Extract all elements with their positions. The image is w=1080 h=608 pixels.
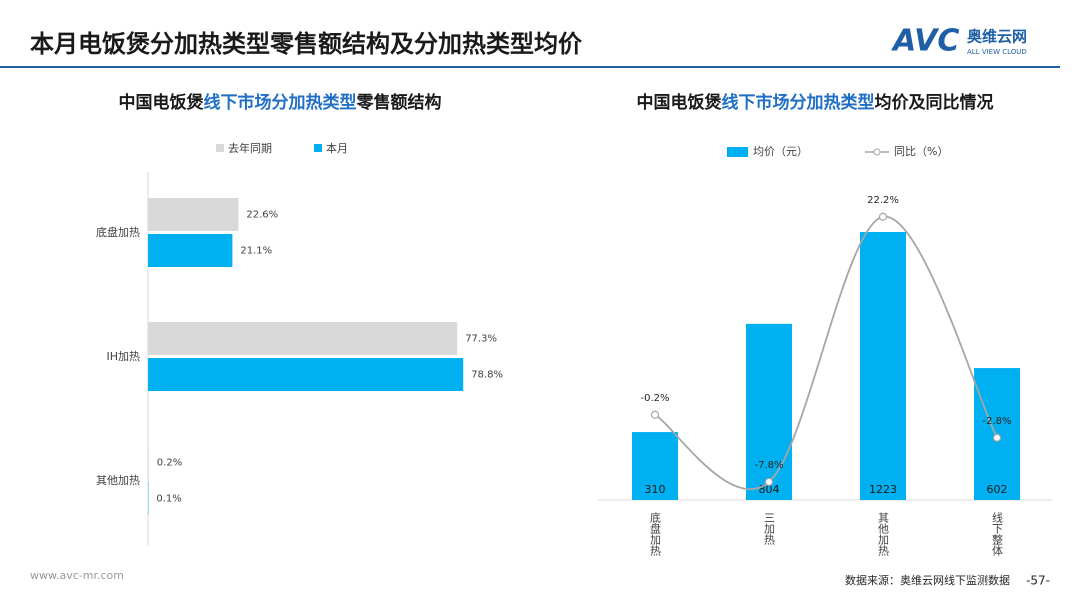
footer-source: 数据来源：奥维云网线下监测数据 (845, 573, 1010, 587)
category-label: 线下整体 (991, 511, 1004, 556)
chart-title-part: 线下市场分加热类型 (204, 92, 357, 113)
value-label: 1223 (869, 483, 897, 496)
legend-label: 均价（元） (753, 145, 808, 158)
bar (148, 198, 239, 231)
bar (148, 234, 233, 267)
category-label: 其他加热 (877, 512, 890, 557)
line-marker (992, 433, 1002, 442)
legend-label: 同比（%） (894, 145, 948, 158)
chart-title-part: 中国电饭煲 (637, 92, 723, 113)
slide-title: 本月电饭煲分加热类型零售额结构及分加热类型均价 (30, 30, 583, 58)
bar (860, 232, 906, 500)
legend-swatch (314, 144, 322, 152)
value-label: -7.8% (754, 460, 783, 471)
bar (746, 323, 792, 500)
logo-mark: AVC (891, 24, 959, 59)
bar (148, 446, 149, 479)
page-number: -57- (1026, 574, 1050, 588)
value-label: 310 (645, 483, 666, 496)
chart-title: 中国电饭煲线下市场分加热类型均价及同比情况 (637, 92, 994, 113)
bar (148, 358, 464, 391)
value-label: -0.2% (640, 393, 669, 404)
category-label: 三加热 (763, 512, 776, 546)
value-label: 0.2% (157, 458, 182, 469)
line (654, 215, 998, 491)
line-marker (650, 410, 660, 419)
value-label: 21.1% (240, 246, 272, 257)
category-label: 其他加热 (96, 474, 140, 487)
footer-website: www.avc-mr.com (30, 569, 124, 582)
line-marker (878, 212, 888, 221)
category-label: IH加热 (106, 350, 140, 363)
legend-label: 去年同期 (228, 141, 272, 155)
bar (632, 432, 678, 500)
value-label: 77.3% (465, 334, 497, 345)
legend-swatch (216, 144, 224, 152)
chart-title-part: 中国电饭煲 (119, 92, 205, 113)
chart-title: 中国电饭煲线下市场分加热类型零售额结构 (119, 92, 442, 113)
chart-title-part: 线下市场分加热类型 (722, 92, 875, 113)
logo-name: 奥维云网 (967, 28, 1027, 46)
value-label: 22.6% (246, 210, 278, 221)
category-label: 底盘加热 (649, 511, 662, 557)
value-label: 602 (987, 483, 1008, 496)
category-label: 底盘加热 (96, 225, 140, 239)
chart-title-part: 均价及同比情况 (875, 92, 994, 113)
bar (148, 322, 458, 355)
line-marker (764, 477, 774, 487)
value-label: 22.2% (867, 195, 899, 206)
legend-marker (873, 148, 881, 156)
legend-label: 本月 (326, 141, 348, 155)
value-label: -2.8% (982, 416, 1011, 427)
chart-title-part: 零售额结构 (356, 92, 442, 113)
legend-swatch (727, 147, 748, 157)
value-label: 78.8% (471, 370, 503, 381)
logo-sub: ALL VIEW CLOUD (967, 48, 1027, 56)
value-label: 0.1% (156, 494, 181, 505)
